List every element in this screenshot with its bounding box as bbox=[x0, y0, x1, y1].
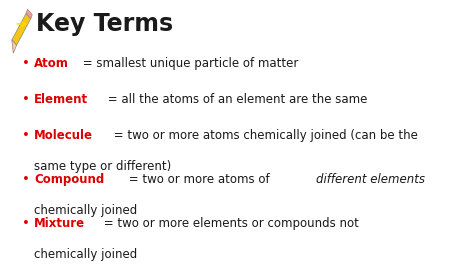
Text: = two or more elements or compounds not: = two or more elements or compounds not bbox=[100, 217, 359, 230]
Text: same type or different): same type or different) bbox=[34, 160, 172, 173]
Text: •: • bbox=[22, 57, 30, 70]
Text: Atom: Atom bbox=[34, 57, 69, 70]
Polygon shape bbox=[26, 9, 32, 19]
Text: chemically joined: chemically joined bbox=[34, 248, 137, 260]
Text: = two or more atoms chemically joined (can be the: = two or more atoms chemically joined (c… bbox=[110, 129, 418, 142]
Text: = smallest unique particle of matter: = smallest unique particle of matter bbox=[79, 57, 299, 70]
Text: •: • bbox=[22, 217, 30, 230]
Text: Element: Element bbox=[34, 93, 88, 106]
Text: chemically joined: chemically joined bbox=[34, 204, 137, 217]
Text: Compound: Compound bbox=[34, 173, 104, 186]
Polygon shape bbox=[12, 13, 31, 45]
Text: Key Terms: Key Terms bbox=[36, 12, 173, 36]
Text: = all the atoms of an element are the same: = all the atoms of an element are the sa… bbox=[104, 93, 367, 106]
Text: •: • bbox=[22, 129, 30, 142]
Text: •: • bbox=[22, 173, 30, 186]
Text: Mixture: Mixture bbox=[34, 217, 85, 230]
Text: Molecule: Molecule bbox=[34, 129, 93, 142]
Text: different elements: different elements bbox=[316, 173, 425, 186]
Text: = two or more atoms of: = two or more atoms of bbox=[125, 173, 273, 186]
Polygon shape bbox=[12, 40, 17, 53]
Text: •: • bbox=[22, 93, 30, 106]
